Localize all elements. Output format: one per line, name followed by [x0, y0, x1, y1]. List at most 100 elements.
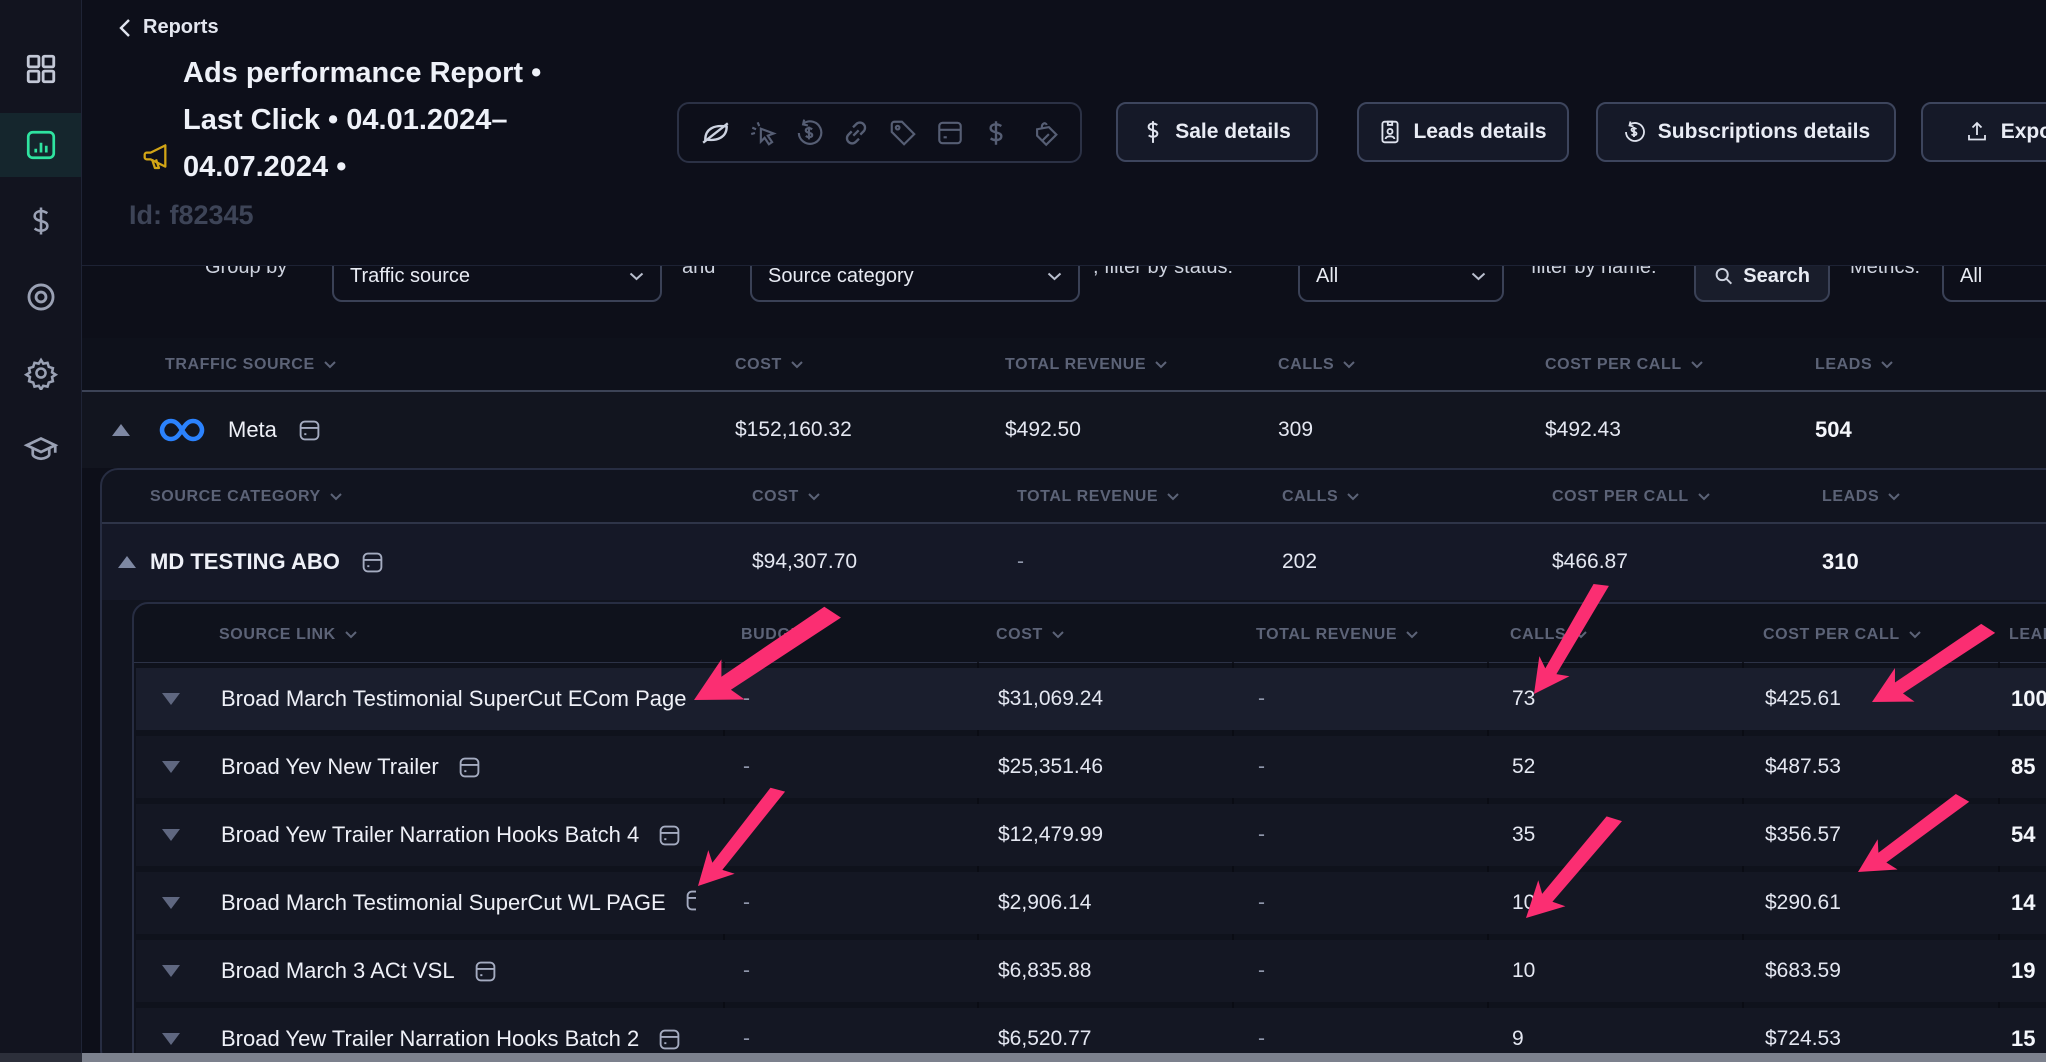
sort-chevron-icon — [1406, 631, 1418, 639]
sidebar-item-education[interactable] — [0, 417, 81, 481]
column-header-leads[interactable]: LEADS — [2009, 626, 2046, 643]
traffic-source-row-meta[interactable]: Meta $152,160.32 $492.50 309 $492.43 504 — [82, 392, 2046, 468]
calendar-icon[interactable] — [299, 419, 320, 442]
header-divider — [102, 522, 2046, 524]
sort-chevron-icon — [791, 361, 803, 369]
breadcrumb-back[interactable]: Reports — [118, 16, 219, 39]
column-header-cost-per-call[interactable]: COST PER CALL — [1545, 356, 1703, 374]
column-header-leads[interactable]: LEADS — [1815, 356, 1893, 374]
source-link-name: Broad March Testimonial SuperCut ECom Pa… — [221, 686, 687, 711]
header-divider — [134, 662, 2046, 663]
expand-row-toggle[interactable] — [162, 965, 180, 977]
export-button[interactable]: Export — [1921, 102, 2046, 162]
sort-chevron-icon — [1908, 631, 1921, 639]
back-label: Reports — [143, 16, 219, 38]
column-header-leads[interactable]: LEADS — [1822, 488, 1900, 506]
tag-icon[interactable] — [888, 118, 918, 148]
sidebar-item-reports[interactable] — [0, 113, 81, 177]
subscriptions-details-button[interactable]: Subscriptions details — [1596, 102, 1896, 162]
expand-row-toggle[interactable] — [162, 761, 180, 773]
calls-cell: 10 — [1512, 891, 1536, 914]
link-icon[interactable] — [841, 118, 871, 148]
column-header-source-category[interactable]: SOURCE CATEGORY — [150, 488, 342, 506]
calendar-icon[interactable] — [475, 960, 496, 983]
status-value: All — [1316, 264, 1339, 287]
sidebar-item-dashboard[interactable] — [0, 37, 81, 101]
calls-cell: 35 — [1512, 823, 1536, 846]
column-header-cost[interactable]: COST — [735, 356, 803, 374]
column-header-calls[interactable]: CALLS — [1278, 356, 1356, 374]
cursor-click-icon[interactable] — [748, 118, 778, 148]
dollar-icon — [1147, 121, 1159, 143]
calendar-icon-clipped[interactable] — [686, 889, 696, 918]
column-header-traffic-source[interactable]: TRAFFIC SOURCE — [165, 356, 336, 374]
sort-chevron-icon — [1575, 631, 1588, 639]
source-link-row[interactable]: Broad March 3 ACt VSL - $6,835.88 - 10 $… — [136, 940, 2046, 1002]
sidebar-item-finance[interactable] — [0, 189, 81, 253]
cost-per-call-cell: $683.59 — [1765, 959, 1841, 982]
calls-cell: 52 — [1512, 755, 1536, 778]
calendar-icon[interactable] — [362, 551, 383, 574]
column-header-cost-per-call[interactable]: COST PER CALL — [1552, 488, 1710, 506]
source-category-header: SOURCE CATEGORY COST TOTAL REVENUE CALLS… — [102, 470, 2046, 524]
column-header-calls[interactable]: CALLS — [1510, 626, 1588, 644]
column-header-budget[interactable]: BUDGET — [741, 626, 813, 643]
scrollbar-track — [0, 1053, 82, 1062]
collapse-row-toggle[interactable] — [112, 424, 130, 436]
chevron-down-icon — [629, 272, 644, 280]
calendar-icon[interactable] — [659, 824, 680, 847]
column-header-cost-per-call[interactable]: COST PER CALL — [1763, 626, 1921, 644]
expand-row-toggle[interactable] — [162, 1033, 180, 1045]
meta-logo-icon — [159, 418, 205, 442]
meta-total-revenue: $492.50 — [1005, 418, 1081, 441]
expand-row-toggle[interactable] — [162, 897, 180, 909]
calendar-icon[interactable] — [659, 1028, 680, 1051]
sale-details-button[interactable]: Sale details — [1116, 102, 1318, 162]
sort-chevron-icon — [330, 493, 342, 501]
column-header-total-revenue[interactable]: TOTAL REVENUE — [1017, 488, 1179, 506]
cost-cell: $12,479.99 — [998, 823, 1104, 846]
leads-cell: 14 — [2011, 890, 2036, 915]
source-category-panel: SOURCE CATEGORY COST TOTAL REVENUE CALLS… — [100, 468, 2046, 1062]
source-link-name: Broad Yew Trailer Narration Hooks Batch … — [221, 822, 640, 847]
cost-per-call-cell: $356.57 — [1765, 823, 1841, 846]
column-header-cost[interactable]: COST — [996, 626, 1064, 644]
source-link-row[interactable]: Broad Yev New Trailer - $25,351.46 - 52 … — [136, 736, 2046, 798]
sidebar-item-target[interactable] — [0, 265, 81, 329]
expand-row-toggle[interactable] — [162, 693, 180, 705]
cost-cell: $6,520.77 — [998, 1027, 1092, 1050]
orders-box-icon[interactable] — [935, 118, 965, 148]
discount-tag-icon[interactable] — [1028, 118, 1058, 148]
leads-details-button[interactable]: Leads details — [1357, 102, 1569, 162]
budget-cell: - — [743, 891, 750, 914]
education-cap-icon — [23, 437, 58, 461]
chevron-down-icon — [1047, 272, 1062, 280]
horizontal-scrollbar[interactable] — [82, 1053, 2046, 1062]
expand-row-toggle[interactable] — [162, 829, 180, 841]
meta-leads: 504 — [1815, 417, 1852, 442]
category-calls: 202 — [1282, 550, 1318, 573]
total-revenue-cell: - — [1258, 891, 1265, 914]
dashboard-grid-icon — [26, 54, 55, 84]
calendar-icon[interactable] — [459, 756, 480, 779]
cost-per-call-cell: $290.61 — [1765, 891, 1841, 914]
source-link-row[interactable]: Broad March Testimonial SuperCut WL PAGE… — [136, 872, 2046, 934]
collapse-row-toggle[interactable] — [118, 556, 136, 568]
chevron-left-icon — [119, 18, 130, 37]
category-cost-per-call: $466.87 — [1552, 550, 1628, 573]
column-header-source-link[interactable]: SOURCE LINK — [219, 626, 357, 644]
sidebar-item-settings[interactable] — [0, 341, 81, 405]
source-category-row[interactable]: MD TESTING ABO $94,307.70 - 202 $466.87 … — [102, 524, 2046, 600]
column-header-total-revenue[interactable]: TOTAL REVENUE — [1256, 626, 1418, 644]
cost-cell: $31,069.24 — [998, 687, 1104, 710]
column-header-total-revenue[interactable]: TOTAL REVENUE — [1005, 356, 1167, 374]
hide-icon[interactable] — [701, 118, 731, 148]
source-link-row[interactable]: Broad March Testimonial SuperCut ECom Pa… — [136, 668, 2046, 730]
refund-icon[interactable] — [794, 118, 824, 148]
total-revenue-cell: - — [1258, 959, 1265, 982]
source-link-row[interactable]: Broad Yew Trailer Narration Hooks Batch … — [136, 804, 2046, 866]
search-label: Search — [1743, 264, 1810, 287]
column-header-cost[interactable]: COST — [752, 488, 820, 506]
payments-dollar-icon[interactable] — [981, 118, 1011, 148]
column-header-calls[interactable]: CALLS — [1282, 488, 1360, 506]
